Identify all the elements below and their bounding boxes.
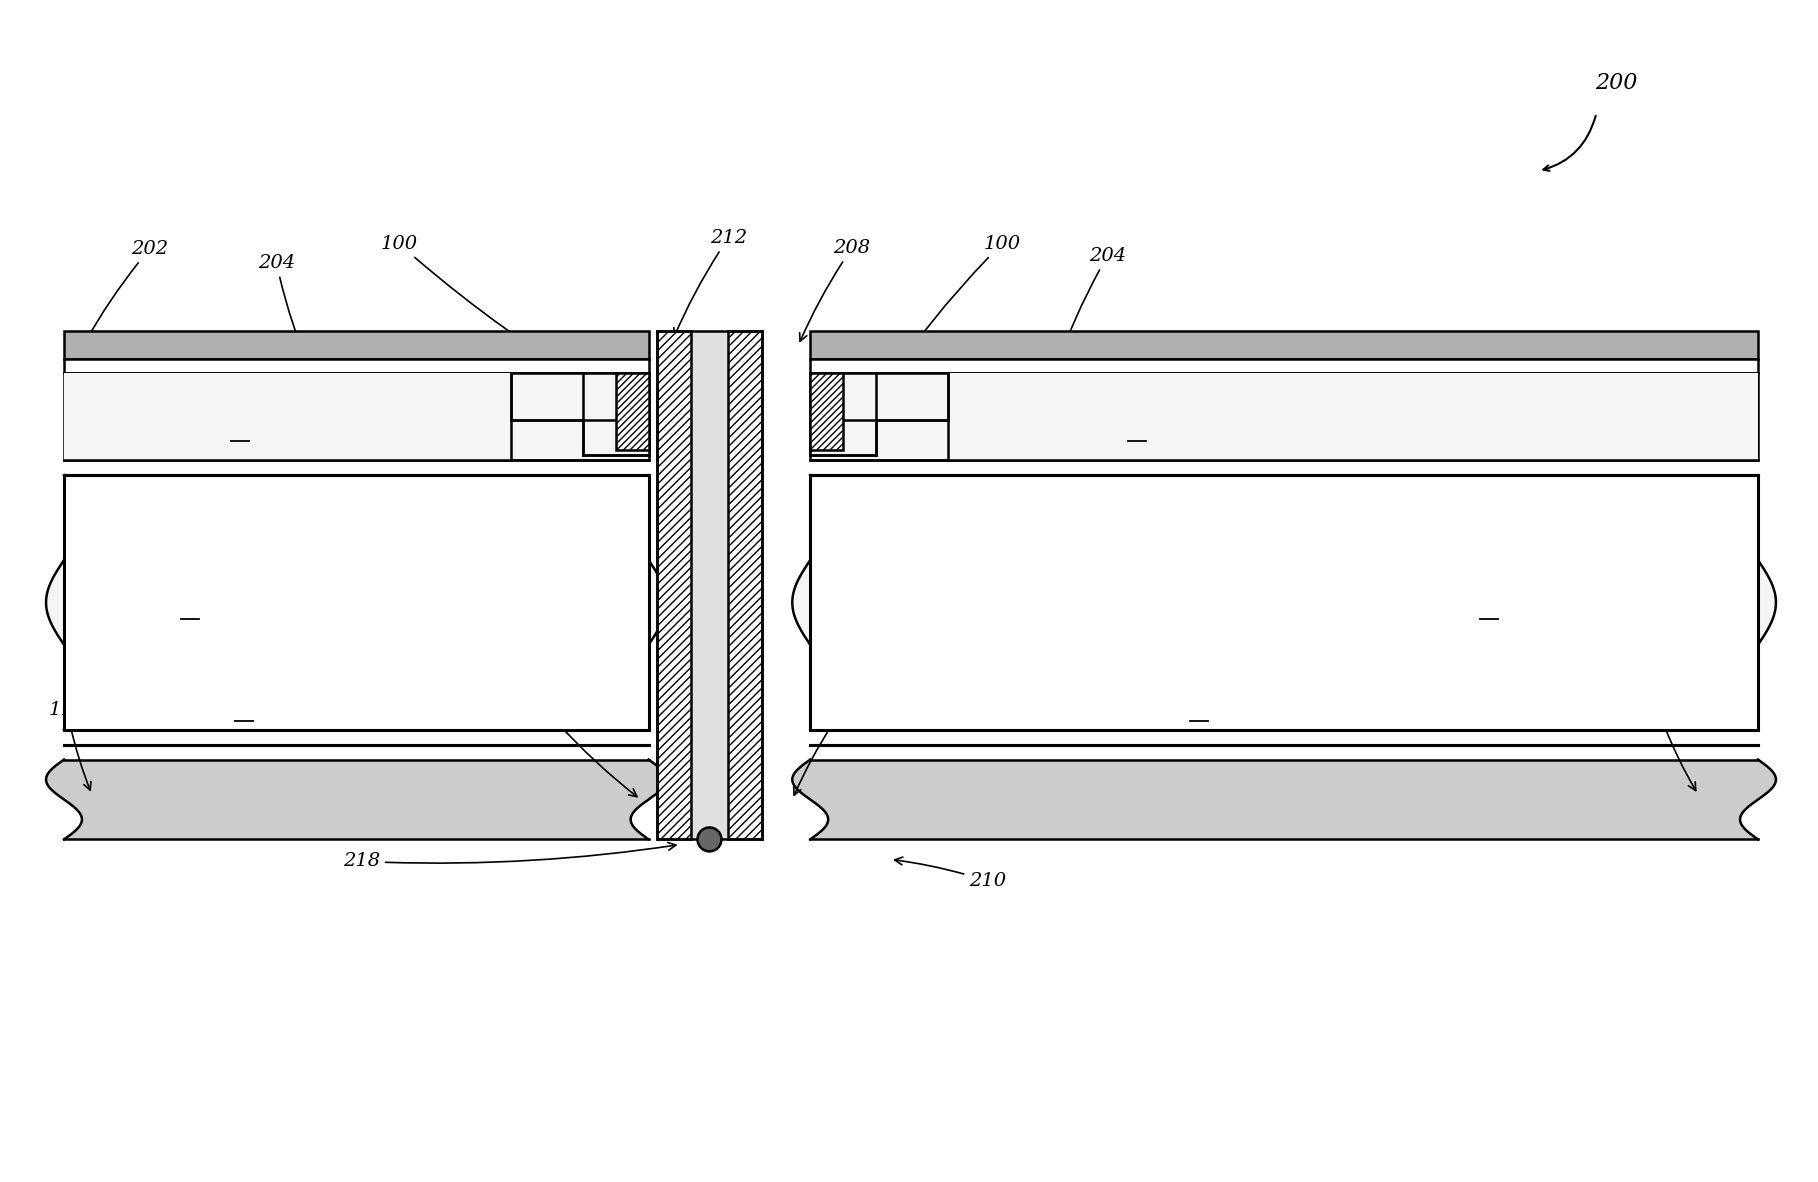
Bar	[691, 331, 729, 839]
Text: 113: 113	[49, 701, 91, 791]
Bar	[811, 372, 1758, 460]
Text: 204: 204	[1054, 247, 1125, 368]
Bar	[811, 372, 844, 450]
Text: 224: 224	[840, 566, 878, 584]
Text: 218: 218	[344, 843, 676, 870]
Text: 200: 200	[1594, 72, 1638, 95]
Text: 113: 113	[1640, 701, 1696, 791]
Bar	[64, 358, 649, 372]
Text: 112: 112	[1180, 701, 1218, 719]
Bar	[511, 372, 584, 421]
Text: 210: 210	[894, 857, 1007, 890]
Bar	[729, 331, 762, 839]
Text: 212: 212	[674, 229, 747, 337]
Text: 220: 220	[524, 499, 560, 518]
Text: 204: 204	[258, 254, 311, 369]
Bar	[584, 421, 649, 455]
Bar	[64, 331, 649, 358]
Text: 202: 202	[85, 240, 169, 340]
Text: 110: 110	[171, 599, 209, 617]
Text: 100: 100	[380, 235, 605, 394]
Bar	[876, 372, 947, 421]
Bar	[811, 358, 1758, 372]
Text: 114: 114	[222, 421, 258, 440]
Text: 222: 222	[527, 701, 636, 797]
Bar	[64, 475, 649, 729]
Bar	[811, 331, 1758, 358]
Polygon shape	[793, 760, 1776, 839]
Bar	[947, 372, 1758, 460]
Text: 100: 100	[880, 235, 1020, 391]
Bar	[64, 372, 649, 460]
Polygon shape	[793, 475, 1776, 729]
Text: 110: 110	[1471, 599, 1507, 617]
Text: 111: 111	[1204, 475, 1316, 511]
Text: 111: 111	[102, 482, 138, 511]
Text: 224: 224	[453, 553, 489, 571]
Text: 112: 112	[225, 701, 262, 719]
Bar	[811, 475, 1758, 729]
Circle shape	[698, 827, 722, 851]
Text: 222: 222	[794, 701, 860, 795]
Polygon shape	[45, 760, 667, 839]
Text: 220: 220	[820, 496, 858, 514]
Polygon shape	[45, 475, 667, 729]
Text: 208: 208	[800, 239, 871, 342]
Bar	[656, 331, 691, 839]
Bar	[811, 421, 876, 455]
Text: 114: 114	[1118, 421, 1156, 440]
Text: 202: 202	[1713, 382, 1751, 400]
Bar	[616, 372, 649, 450]
Bar	[64, 372, 511, 460]
